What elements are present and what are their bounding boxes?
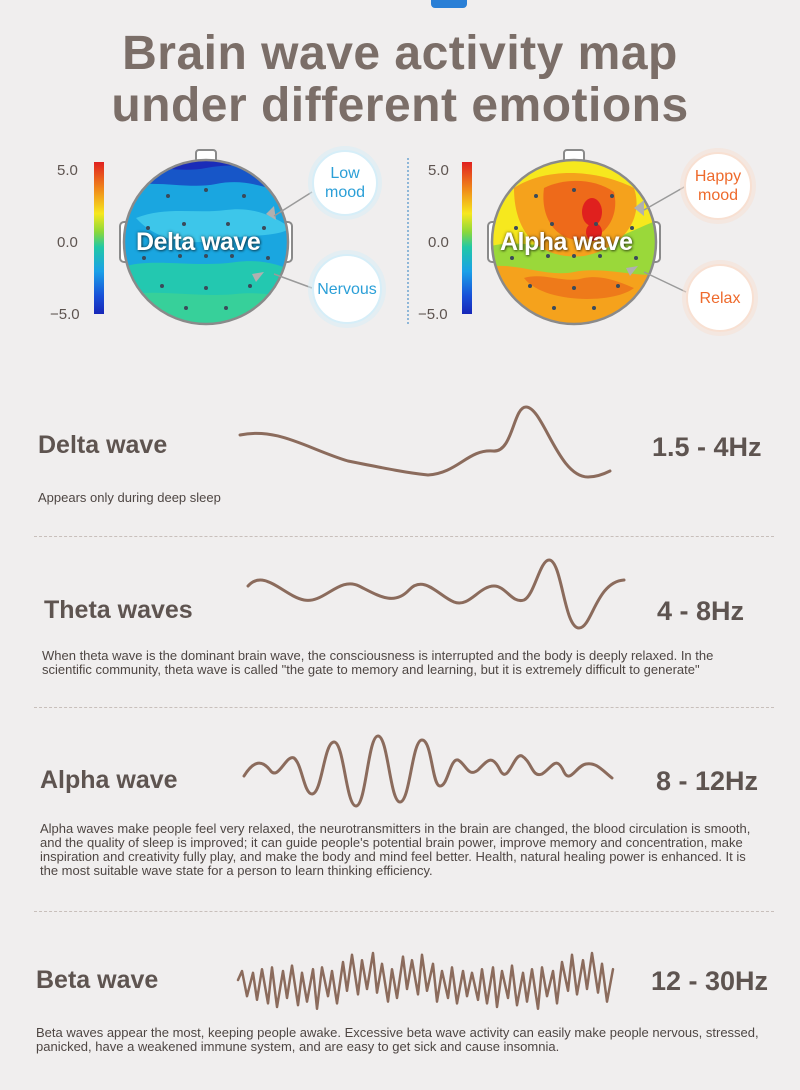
alpha-brain-map: 5.0 0.0 −5.0 Al	[418, 148, 768, 332]
divider-2	[34, 707, 774, 708]
bubble-relax-text: Relax	[699, 289, 741, 307]
alpha-colorbar	[462, 162, 472, 314]
delta-wave-name: Delta wave	[38, 431, 168, 459]
theta-waveform	[246, 558, 626, 630]
theta-wave-description: When theta wave is the dominant brain wa…	[42, 648, 714, 677]
bubble-low-mood-text: Low mood	[324, 165, 366, 201]
delta-wave-description: Appears only during deep sleep	[38, 490, 221, 505]
bubble-relax: Relax	[686, 264, 754, 332]
delta-colorbar	[94, 162, 104, 314]
alpha-head-icon	[487, 149, 661, 326]
delta-scale-max: 5.0	[57, 162, 78, 179]
alpha-wave-frequency: 8 - 12Hz	[656, 766, 759, 796]
alpha-waveform	[242, 734, 614, 808]
delta-head-icon	[119, 149, 293, 326]
theta-wave-name: Theta waves	[44, 596, 193, 624]
divider-1	[34, 536, 774, 537]
bubble-low-mood: Low mood	[312, 150, 378, 216]
bubble-happy-mood-text: Happy mood	[694, 168, 742, 204]
alpha-connector-lines	[643, 185, 687, 293]
top-tab-decoration	[431, 0, 467, 8]
alpha-wave-description: Alpha waves make people feel very relaxe…	[40, 821, 751, 878]
bubble-nervous-text: Nervous	[317, 280, 377, 298]
alpha-wave-name: Alpha wave	[40, 766, 178, 794]
beta-wave-name: Beta wave	[36, 966, 159, 994]
title-line-2: under different emotions	[111, 79, 689, 132]
delta-scale-mid: 0.0	[57, 234, 78, 251]
delta-brain-map: 5.0 0.0 −5.0 Delta wave	[50, 148, 400, 330]
bubble-nervous: Nervous	[312, 254, 382, 324]
alpha-scale-max: 5.0	[428, 162, 449, 179]
alpha-scale-min: −5.0	[418, 306, 448, 323]
alpha-map-label: Alpha wave	[500, 228, 633, 256]
bubble-happy-mood: Happy mood	[684, 152, 752, 220]
page-title: Brain wave activity map under different …	[0, 28, 800, 132]
beta-wave-frequency: 12 - 30Hz	[651, 966, 769, 996]
beta-waveform	[236, 951, 615, 1011]
title-line-1: Brain wave activity map	[122, 27, 678, 80]
delta-map-label: Delta wave	[136, 228, 261, 256]
delta-connector-lines	[273, 191, 313, 289]
maps-divider	[407, 158, 409, 324]
alpha-scale-mid: 0.0	[428, 234, 449, 251]
theta-wave-frequency: 4 - 8Hz	[657, 596, 745, 626]
delta-waveform	[238, 405, 612, 479]
beta-wave-description: Beta waves appear the most, keeping peop…	[36, 1025, 759, 1054]
divider-3	[34, 911, 774, 912]
delta-scale-min: −5.0	[50, 306, 80, 323]
delta-wave-frequency: 1.5 - 4Hz	[652, 432, 762, 462]
